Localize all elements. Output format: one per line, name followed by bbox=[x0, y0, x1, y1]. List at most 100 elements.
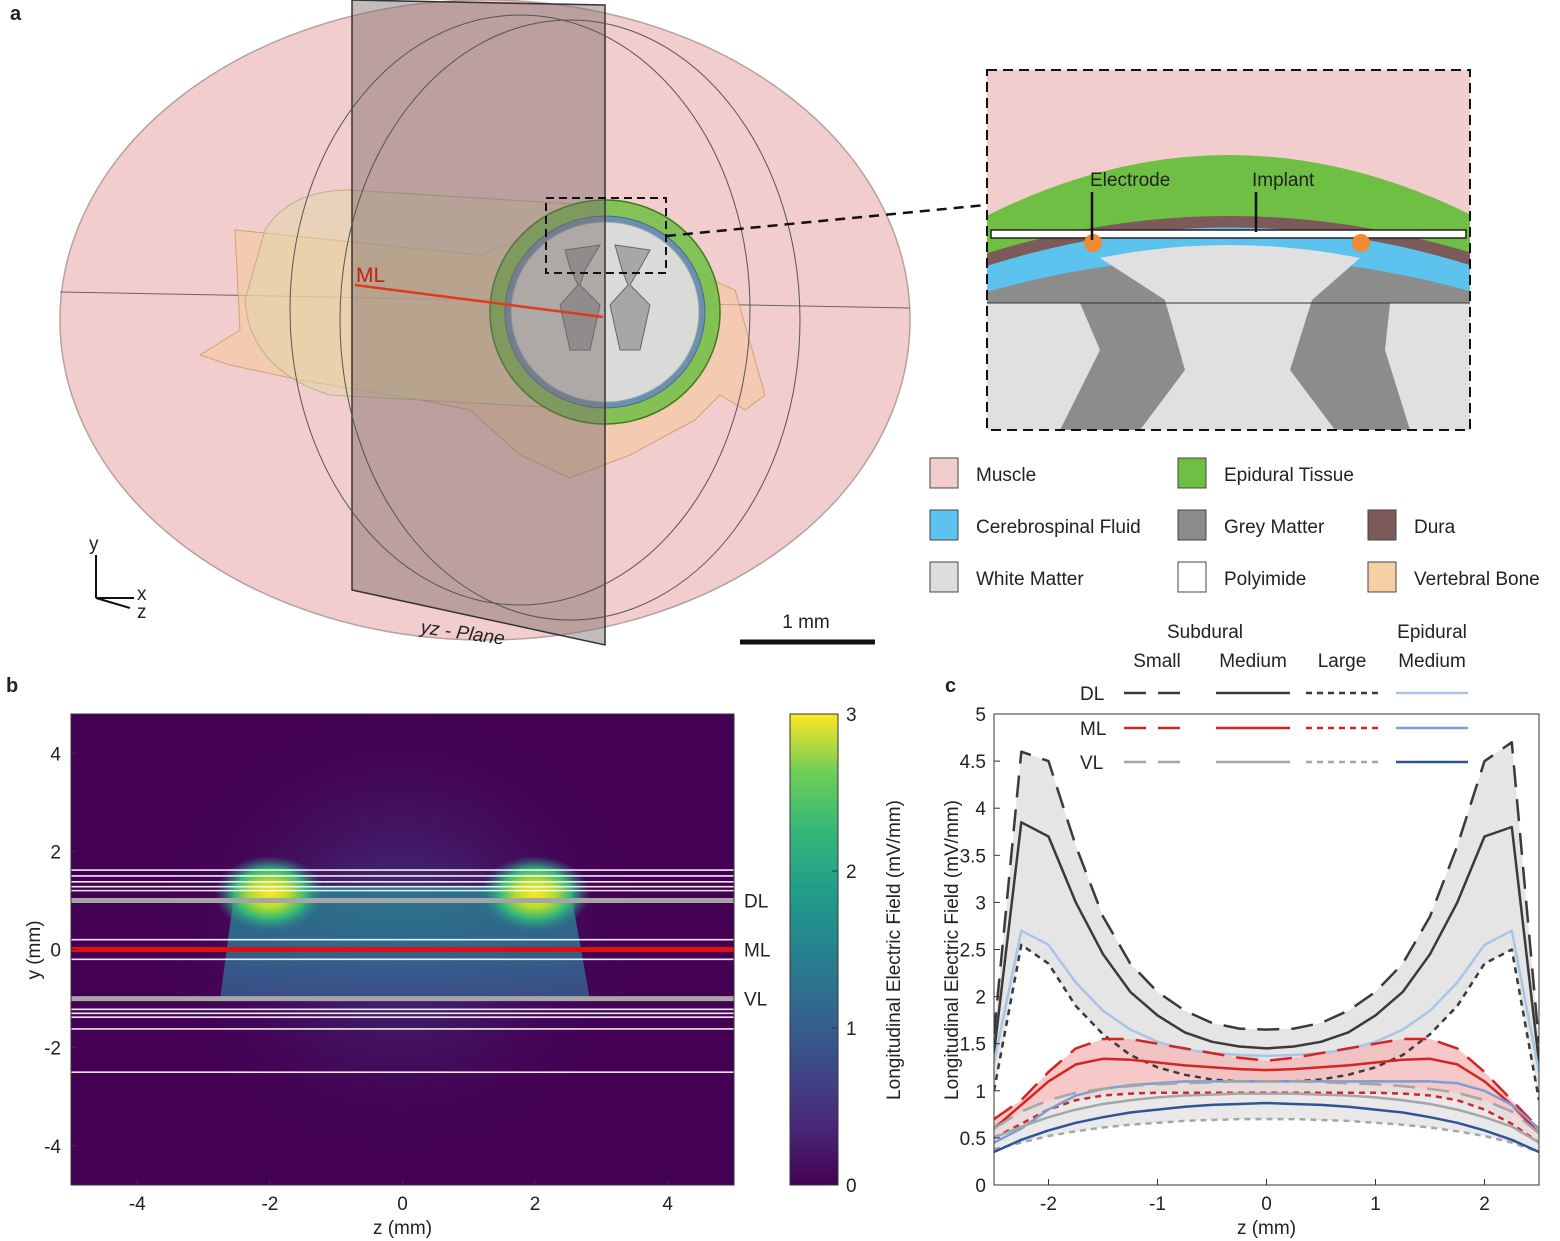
y-tick-label-2: 0 bbox=[50, 941, 61, 962]
legend-label-7: Vertebral Bone bbox=[1414, 569, 1540, 590]
colorbar-tick-label-3: 0 bbox=[846, 1176, 857, 1197]
axis-z-label: z bbox=[137, 602, 147, 623]
legend-label-6: Polyimide bbox=[1224, 569, 1306, 590]
series-VL-medium bbox=[994, 1092, 1539, 1144]
c-y-tick-label-7: 1.5 bbox=[960, 1035, 986, 1056]
sphere-outline-left bbox=[289, 14, 751, 606]
c-y-tick-label-5: 2.5 bbox=[960, 941, 986, 962]
colorbar-tick-label-1: 2 bbox=[846, 862, 857, 883]
c-x-tick-label-4: 2 bbox=[1479, 1194, 1490, 1215]
band-DL bbox=[994, 742, 1539, 1101]
c-y-tick-label-4: 3 bbox=[975, 893, 986, 914]
panel-label-c: c bbox=[945, 675, 956, 697]
profile-line-labels: DL ML VL bbox=[744, 891, 770, 1010]
y-tick-label-4: -4 bbox=[44, 1137, 61, 1158]
legend-swatch-3 bbox=[1177, 509, 1207, 541]
profile-line-label-DL: DL bbox=[744, 891, 768, 912]
c-y-tick-label-2: 4 bbox=[975, 799, 986, 820]
panel-label-a: a bbox=[10, 3, 22, 25]
legend-label-0: Muscle bbox=[976, 465, 1036, 486]
shaded-bands bbox=[994, 742, 1539, 1152]
ml-label: ML bbox=[356, 264, 385, 287]
legend-swatch-0 bbox=[929, 457, 959, 489]
colorbar-tick-label-0: 3 bbox=[846, 705, 857, 726]
implant-strip bbox=[990, 229, 1467, 239]
c-y-tick-label-3: 3.5 bbox=[960, 846, 986, 867]
c-x-tick-label-1: -1 bbox=[1149, 1194, 1166, 1215]
colorbar-ticks: 3 2 1 0 bbox=[832, 705, 857, 1197]
profile-lines bbox=[71, 897, 734, 1002]
series-VL-large bbox=[994, 1117, 1539, 1154]
heatmap-axes: -4 -2 0 2 4 4 2 0 -2 -4 z (mm) y (mm) bbox=[24, 713, 735, 1239]
implant-label: Implant bbox=[1252, 170, 1315, 191]
colorbar bbox=[789, 713, 839, 1186]
legend-row-DL: DL bbox=[1080, 684, 1104, 705]
colorbar-label: Longitudinal Electric Field (mV/mm) bbox=[884, 800, 905, 1100]
c-x-tick-label-2: 0 bbox=[1261, 1194, 1272, 1215]
colorbar-tick-label-2: 1 bbox=[846, 1019, 857, 1040]
legend-label-1: Epidural Tissue bbox=[1224, 465, 1354, 486]
x-tick-label-0: -4 bbox=[129, 1194, 146, 1215]
c-y-tick-label-1: 4.5 bbox=[960, 752, 986, 773]
c-x-tick-label-0: -2 bbox=[1040, 1194, 1057, 1215]
series-ML-small bbox=[994, 1037, 1539, 1130]
legend-label-5: White Matter bbox=[976, 569, 1084, 590]
inset bbox=[987, 70, 1470, 430]
series-VL-small bbox=[994, 1080, 1539, 1135]
legend-swatch-1 bbox=[1177, 457, 1207, 489]
c-y-axis-title: Longitudinal Electric Field (mV/mm) bbox=[942, 800, 963, 1100]
axis-y-label: y bbox=[89, 534, 99, 555]
hotspot-1 bbox=[480, 855, 591, 932]
legend-row-ML: ML bbox=[1080, 719, 1106, 740]
x-tick-label-4: 4 bbox=[662, 1194, 673, 1215]
hotspots bbox=[214, 855, 591, 932]
legend-swatch-6 bbox=[1177, 561, 1207, 593]
c-y-tick-label-10: 0 bbox=[975, 1176, 986, 1197]
line-legend: Subdural Epidural Small Medium Large Medium DL… bbox=[1080, 622, 1468, 774]
legend-column-2: Large bbox=[1318, 651, 1367, 672]
legend-label-4: Dura bbox=[1414, 517, 1456, 538]
c-x-axis-title: z (mm) bbox=[1237, 1218, 1296, 1239]
panel-c: c Subdural Epidural Small Medium Large Medium… bbox=[942, 622, 1540, 1239]
legend-label-3: Grey Matter bbox=[1224, 517, 1325, 538]
legend-row-VL: VL bbox=[1080, 753, 1103, 774]
axis-x-label: x bbox=[137, 584, 147, 605]
series-DL-small bbox=[994, 741, 1539, 1044]
c-y-tick-label-6: 2 bbox=[975, 988, 986, 1009]
legend-column-3: Medium bbox=[1398, 651, 1466, 672]
legend-column-0: Small bbox=[1133, 651, 1181, 672]
c-y-tick-label-0: 5 bbox=[975, 705, 986, 726]
boundary-lines bbox=[71, 869, 734, 1073]
inset-frame bbox=[986, 69, 1471, 431]
y-tick-label-0: 4 bbox=[50, 744, 61, 765]
c-y-tick-label-9: 0.5 bbox=[960, 1129, 986, 1150]
axes-triad: y x z bbox=[89, 534, 147, 623]
legend-group-epidural: Epidural bbox=[1397, 622, 1467, 643]
series-VL-epidural-medium bbox=[994, 1101, 1539, 1154]
sphere-outline-right bbox=[339, 19, 801, 621]
series-ML-medium bbox=[994, 1057, 1539, 1135]
electrode-left bbox=[1084, 234, 1102, 252]
series-lines bbox=[994, 741, 1539, 1154]
series-DL-medium bbox=[994, 821, 1539, 1063]
panel-label-b: b bbox=[6, 675, 18, 697]
grey-matter-section bbox=[559, 244, 651, 351]
profile-line-label-ML: ML bbox=[744, 941, 770, 962]
x-tick-label-1: -2 bbox=[261, 1194, 278, 1215]
line-chart-axes: -2 -1 0 1 2 5 4.5 4 3.5 3 2.5 2 1.5 1 0.5 0 z (mm) Longit… bbox=[942, 705, 1540, 1239]
tissue-legend: Muscle Epidural Tissue Cerebrospinal Fluid… bbox=[929, 457, 1540, 593]
x-axis-title: z (mm) bbox=[373, 1218, 432, 1239]
electrode-right bbox=[1352, 234, 1370, 252]
x-tick-label-2: 0 bbox=[397, 1194, 408, 1215]
legend-swatch-7 bbox=[1367, 561, 1397, 593]
legend-group-subdural: Subdural bbox=[1167, 622, 1243, 643]
electrode-label: Electrode bbox=[1090, 170, 1170, 191]
x-tick-label-3: 2 bbox=[530, 1194, 541, 1215]
legend-label-2: Cerebrospinal Fluid bbox=[976, 517, 1141, 538]
profile-line-label-VL: VL bbox=[744, 990, 767, 1011]
y-tick-label-1: 2 bbox=[50, 842, 61, 863]
y-axis-title: y (mm) bbox=[24, 920, 45, 979]
legend-swatch-5 bbox=[929, 561, 959, 593]
zoom-connector bbox=[665, 203, 987, 238]
